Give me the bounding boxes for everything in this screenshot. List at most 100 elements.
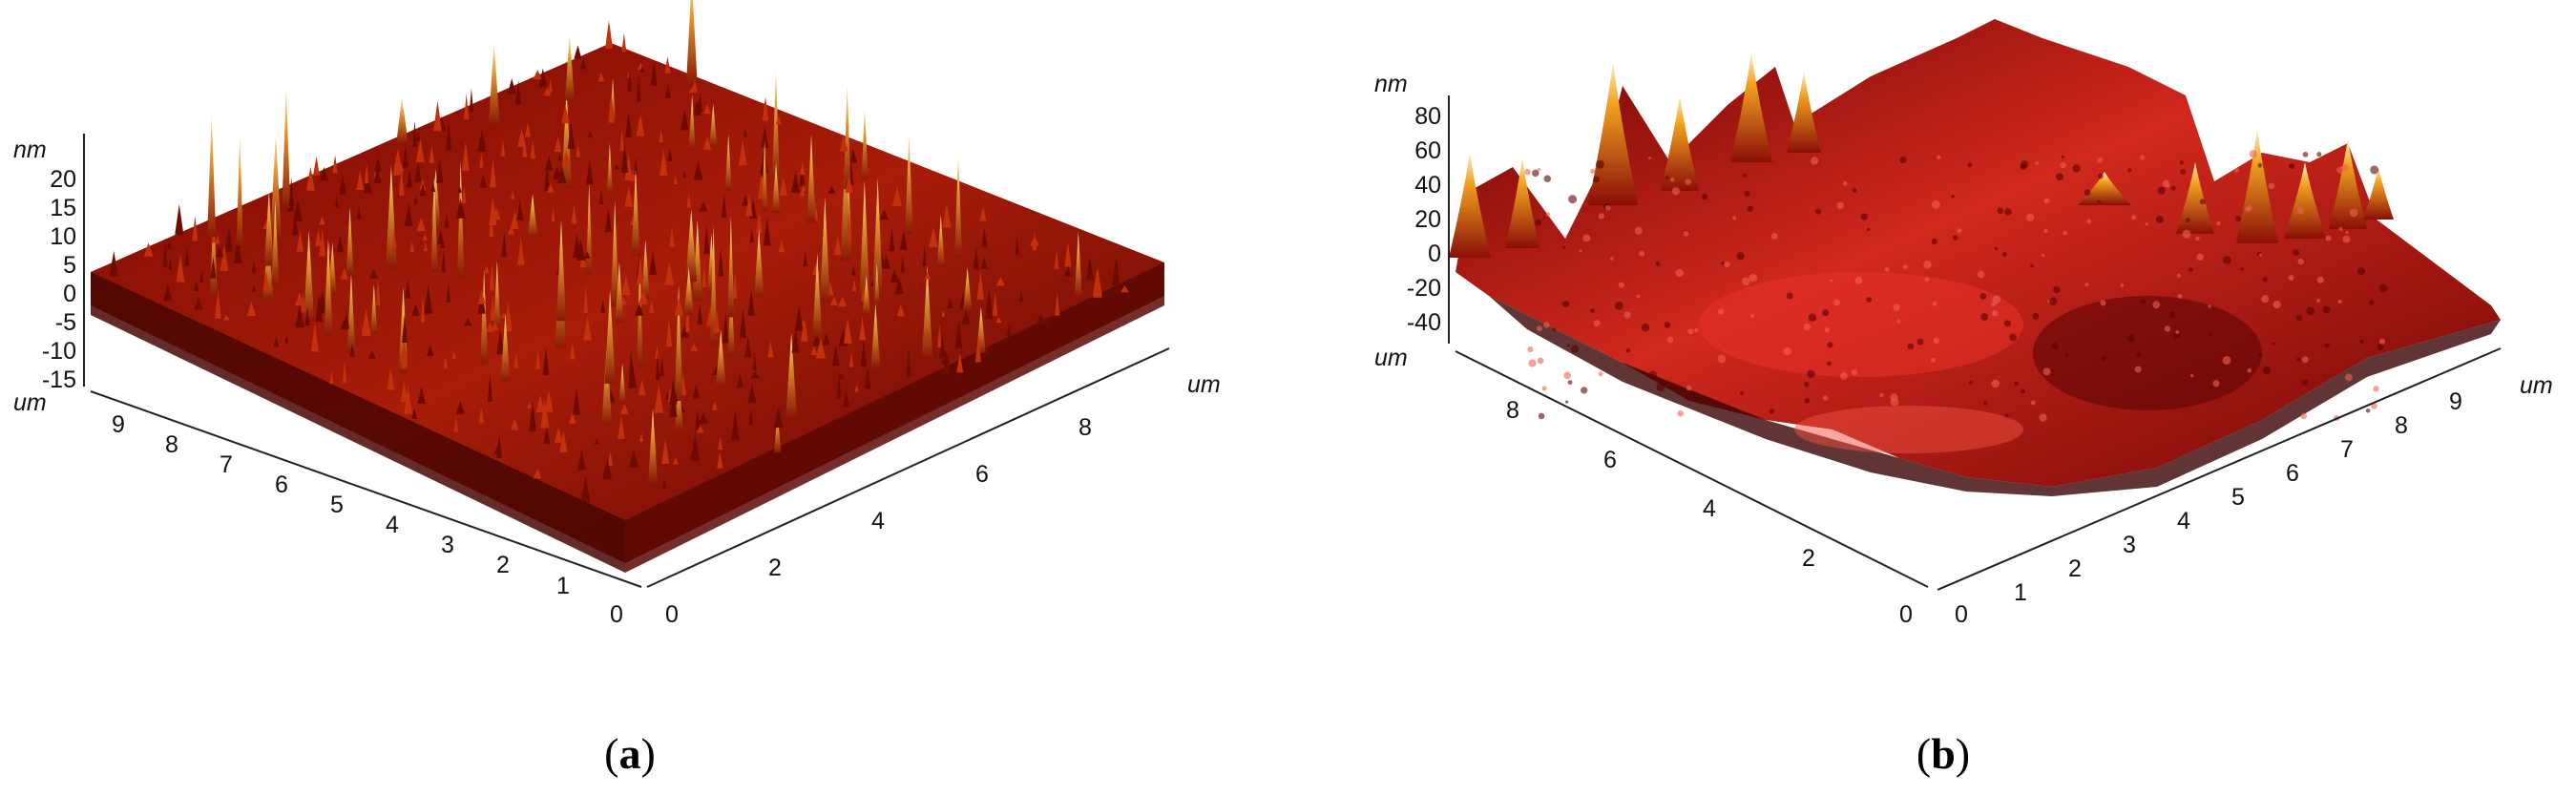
surface-spike xyxy=(469,88,474,113)
surface-texture-dot xyxy=(2345,230,2349,234)
surface-spike xyxy=(660,358,664,376)
surface-spike xyxy=(444,213,450,228)
surface-spike xyxy=(754,228,764,298)
right-tick: 7 xyxy=(2340,436,2354,463)
surface-spike xyxy=(872,178,883,296)
right-axis-a: 0 2 4 6 8 um xyxy=(646,347,1221,628)
surface-spike xyxy=(415,137,425,163)
surface-spike xyxy=(854,385,859,392)
surface-spike xyxy=(529,402,537,431)
surface-texture-dot xyxy=(1717,354,1727,364)
surface-texture-dot xyxy=(1994,246,1999,251)
surface-texture-dot xyxy=(1983,401,1988,406)
surface-spike xyxy=(608,93,615,123)
surface-texture-dot xyxy=(1648,370,1657,379)
surface-texture-dot xyxy=(2247,367,2252,373)
surface-spike xyxy=(490,158,497,188)
surface-spike xyxy=(517,128,526,147)
surface-texture-dot xyxy=(2175,330,2180,334)
surface-spike xyxy=(620,144,629,173)
surface-texture-dot xyxy=(1931,357,1936,363)
surface-spike xyxy=(397,160,404,173)
surface-texture-dot xyxy=(2097,199,2101,203)
left-tick: 5 xyxy=(330,492,344,518)
surface-spike xyxy=(778,240,785,253)
surface-spike xyxy=(702,136,712,150)
surface-texture-dot xyxy=(2009,333,2017,342)
right-tick: 0 xyxy=(665,601,679,628)
surface-spike xyxy=(648,408,658,483)
surface-spike xyxy=(427,344,434,356)
surface-texture-dot xyxy=(2084,189,2091,197)
surface-spike xyxy=(391,227,397,249)
surface-texture-dot xyxy=(1724,261,1730,268)
surface-spike xyxy=(762,96,769,121)
surface-spike xyxy=(485,323,494,332)
surface-texture-dot xyxy=(2301,356,2309,364)
surface-texture-dot xyxy=(1598,371,1603,377)
surface-texture-dot xyxy=(1842,181,1848,186)
surface-peak xyxy=(2284,162,2326,239)
surface-spike xyxy=(511,190,515,199)
surface-texture-dot xyxy=(2322,305,2331,314)
surface-texture-dot xyxy=(1824,326,1831,333)
surface-spike xyxy=(556,220,566,322)
surface-spike xyxy=(620,296,627,305)
surface-texture-dot xyxy=(2378,283,2388,293)
surface-texture-dot xyxy=(1625,348,1630,353)
surface-texture-dot xyxy=(2056,173,2063,180)
surface-spike xyxy=(1074,231,1082,297)
surface-texture-dot xyxy=(1804,382,1810,388)
surface-texture-dot xyxy=(2042,253,2045,257)
surface-spike xyxy=(282,87,291,209)
surface-peak xyxy=(1661,95,1699,191)
surface-spike xyxy=(310,321,319,352)
surface-spike xyxy=(618,363,626,403)
surface-spike xyxy=(184,247,190,266)
surface-spike xyxy=(409,241,415,252)
surface-spike xyxy=(551,207,555,222)
surface-spike xyxy=(487,372,492,402)
surface-spike xyxy=(812,253,823,338)
surface-b-shadow xyxy=(1489,296,2501,496)
surface-spike xyxy=(693,159,703,180)
surface-spike xyxy=(680,108,689,131)
surface-texture-dot xyxy=(1822,309,1830,317)
surface-texture-dot xyxy=(1814,208,1821,215)
surface-spike xyxy=(417,386,426,405)
surface-texture-dot xyxy=(1743,174,1747,178)
surface-spike xyxy=(666,148,673,162)
surface-spike xyxy=(604,208,613,233)
surface-spike xyxy=(522,139,528,157)
surface-spike xyxy=(831,345,840,367)
surface-texture-dot xyxy=(1866,297,1873,303)
surface-texture-dot xyxy=(2262,366,2271,375)
surface-spike xyxy=(416,218,427,232)
surface-texture-dot xyxy=(2145,222,2148,226)
surface-b-bright-patch xyxy=(1699,272,2023,377)
surface-spike xyxy=(574,45,582,59)
surface-spike xyxy=(587,130,594,138)
surface-spike xyxy=(794,304,804,331)
surface-texture-dot xyxy=(2189,267,2193,272)
surface-spike xyxy=(827,185,836,194)
surface-spike xyxy=(176,254,185,283)
surface-spike xyxy=(727,216,735,318)
surface-texture-dot xyxy=(2155,215,2164,223)
surface-spike xyxy=(941,310,946,317)
surface-texture-dot xyxy=(2186,218,2191,223)
surface-spike xyxy=(628,348,634,379)
surface-spike xyxy=(924,271,932,280)
surface-spike xyxy=(843,318,852,344)
surface-spike xyxy=(659,129,664,143)
surface-spike xyxy=(956,353,964,373)
right-tick: 4 xyxy=(2177,508,2190,534)
surface-spike xyxy=(483,264,490,274)
surface-spike xyxy=(873,262,880,304)
surface-texture-dot xyxy=(1609,257,1614,261)
surface-texture-dot xyxy=(1860,213,1868,220)
surface-texture-dot xyxy=(2182,229,2191,239)
surface-spike xyxy=(303,230,315,322)
surface-texture-dot xyxy=(1718,308,1725,315)
surface-a-spikes xyxy=(109,0,1129,502)
